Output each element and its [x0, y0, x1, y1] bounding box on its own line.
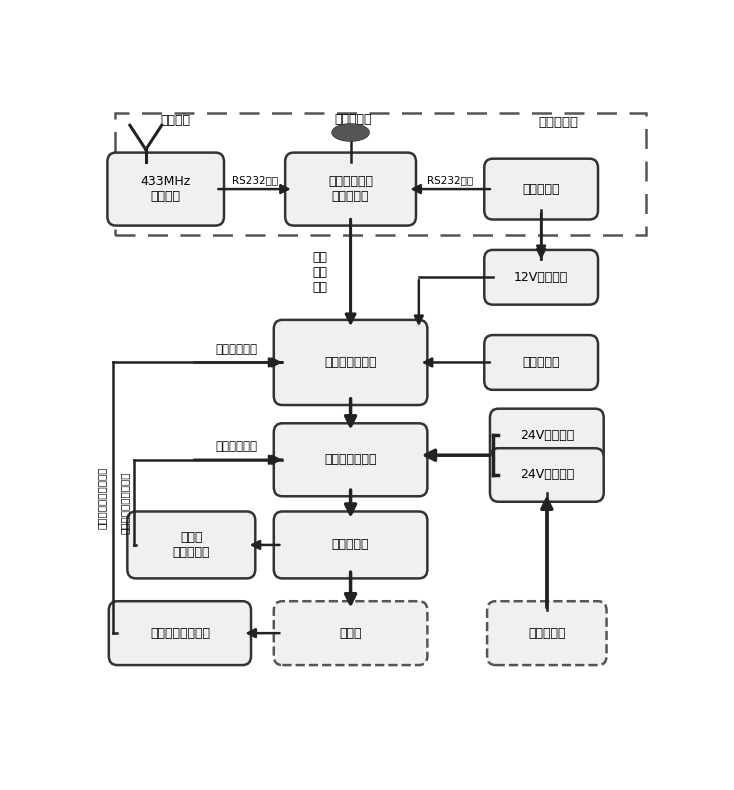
Text: 导向轮转向角: 导向轮转向角	[216, 343, 258, 356]
Text: 车载导航仪: 车载导航仪	[538, 115, 578, 129]
Text: 外环（轨迹控制环路）: 外环（轨迹控制环路）	[97, 467, 107, 529]
Text: 车载显示控制器: 车载显示控制器	[324, 356, 377, 369]
Text: 测量天线二: 测量天线二	[335, 113, 372, 126]
Text: 测量接收机二
（基准站）: 测量接收机二 （基准站）	[328, 175, 373, 203]
Text: RS232接口: RS232接口	[427, 175, 473, 185]
FancyBboxPatch shape	[274, 320, 427, 405]
Text: 24V电源电路: 24V电源电路	[520, 468, 574, 481]
Text: 433MHz
接收电台: 433MHz 接收电台	[141, 175, 191, 203]
Text: 视觉传感器: 视觉传感器	[523, 356, 560, 369]
Text: RS232接口: RS232接口	[231, 175, 277, 185]
FancyBboxPatch shape	[107, 152, 224, 226]
FancyBboxPatch shape	[484, 335, 598, 389]
FancyBboxPatch shape	[285, 152, 416, 226]
Bar	[115, 113, 647, 235]
FancyBboxPatch shape	[484, 159, 598, 220]
Ellipse shape	[332, 124, 369, 141]
Text: 电台天线: 电台天线	[160, 115, 190, 127]
Text: 电动方向盘: 电动方向盘	[332, 539, 369, 551]
FancyBboxPatch shape	[274, 511, 427, 578]
FancyBboxPatch shape	[274, 423, 427, 496]
Text: 24V电源电路: 24V电源电路	[520, 429, 574, 442]
FancyBboxPatch shape	[490, 408, 604, 462]
Text: 导向轮转角传感器: 导向轮转角传感器	[150, 626, 210, 640]
Ellipse shape	[333, 125, 368, 141]
Text: 位置
速度
姿态: 位置 速度 姿态	[313, 251, 328, 294]
Text: 12V电源电路: 12V电源电路	[514, 271, 568, 284]
Text: 导向轮: 导向轮	[339, 626, 362, 640]
FancyBboxPatch shape	[490, 448, 604, 502]
Text: 内环（转向控制环路）: 内环（转向控制环路）	[119, 471, 129, 533]
Text: 方向盘
角度传感器: 方向盘 角度传感器	[172, 531, 210, 559]
FancyBboxPatch shape	[109, 601, 251, 665]
Text: 三轴传感器: 三轴传感器	[523, 182, 560, 196]
FancyBboxPatch shape	[127, 511, 255, 578]
FancyBboxPatch shape	[487, 601, 606, 665]
Text: 农机蓄电池: 农机蓄电池	[528, 626, 566, 640]
FancyBboxPatch shape	[484, 250, 598, 305]
Text: 转向控制驱动器: 转向控制驱动器	[324, 453, 377, 466]
FancyBboxPatch shape	[274, 601, 427, 665]
Text: 方向盘转向角: 方向盘转向角	[216, 440, 258, 453]
